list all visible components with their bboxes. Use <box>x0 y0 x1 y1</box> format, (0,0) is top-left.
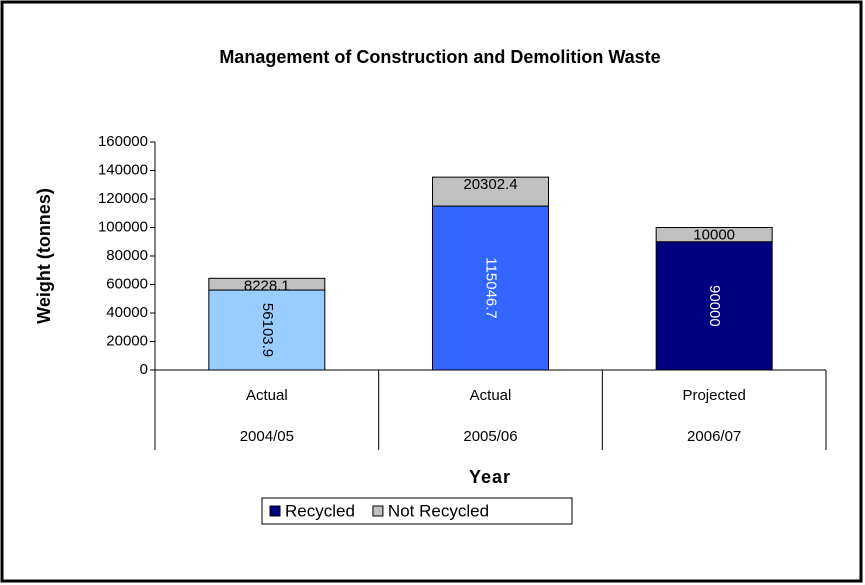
data-label: 56103.9 <box>259 303 276 357</box>
legend-marker <box>269 505 281 517</box>
x-tick-label: 2004/05 <box>240 428 294 445</box>
legend-marker <box>372 505 384 517</box>
data-label: 115046.7 <box>483 257 500 318</box>
data-label: 90000 <box>706 285 723 327</box>
y-tick-label: 140000 <box>98 161 148 178</box>
category-group-label: Actual <box>470 387 512 404</box>
data-label: 8228.1 <box>244 277 290 294</box>
bar-segment <box>655 227 773 243</box>
x-tick-label: 2005/06 <box>463 428 517 445</box>
data-label: 20302.4 <box>463 176 517 193</box>
data-label: 10000 <box>693 226 735 243</box>
bar-segment <box>432 176 549 207</box>
bar-segment <box>432 205 549 371</box>
bar-segment <box>208 289 326 371</box>
x-tick-label: 2006/07 <box>687 428 741 445</box>
y-tick-label: 40000 <box>106 304 148 321</box>
chart-title: Management of Construction and Demolitio… <box>219 47 660 67</box>
category-group-label: Projected <box>682 387 745 404</box>
y-tick-label: 80000 <box>106 247 148 264</box>
y-tick-label: 60000 <box>106 275 148 292</box>
y-tick-label: 120000 <box>98 190 148 207</box>
legend-box <box>261 497 573 525</box>
y-tick-label: 0 <box>140 361 148 378</box>
x-axis-title: Year <box>469 467 511 487</box>
y-tick-label: 160000 <box>98 133 148 150</box>
bar-segment <box>208 277 326 291</box>
legend-label: Not Recycled <box>388 501 489 520</box>
y-tick-label: 20000 <box>106 332 148 349</box>
category-group-label: Actual <box>246 387 288 404</box>
legend-label: Recycled <box>285 501 355 520</box>
y-axis-title: Weight (tonnes) <box>34 188 54 324</box>
y-tick-label: 100000 <box>98 218 148 235</box>
